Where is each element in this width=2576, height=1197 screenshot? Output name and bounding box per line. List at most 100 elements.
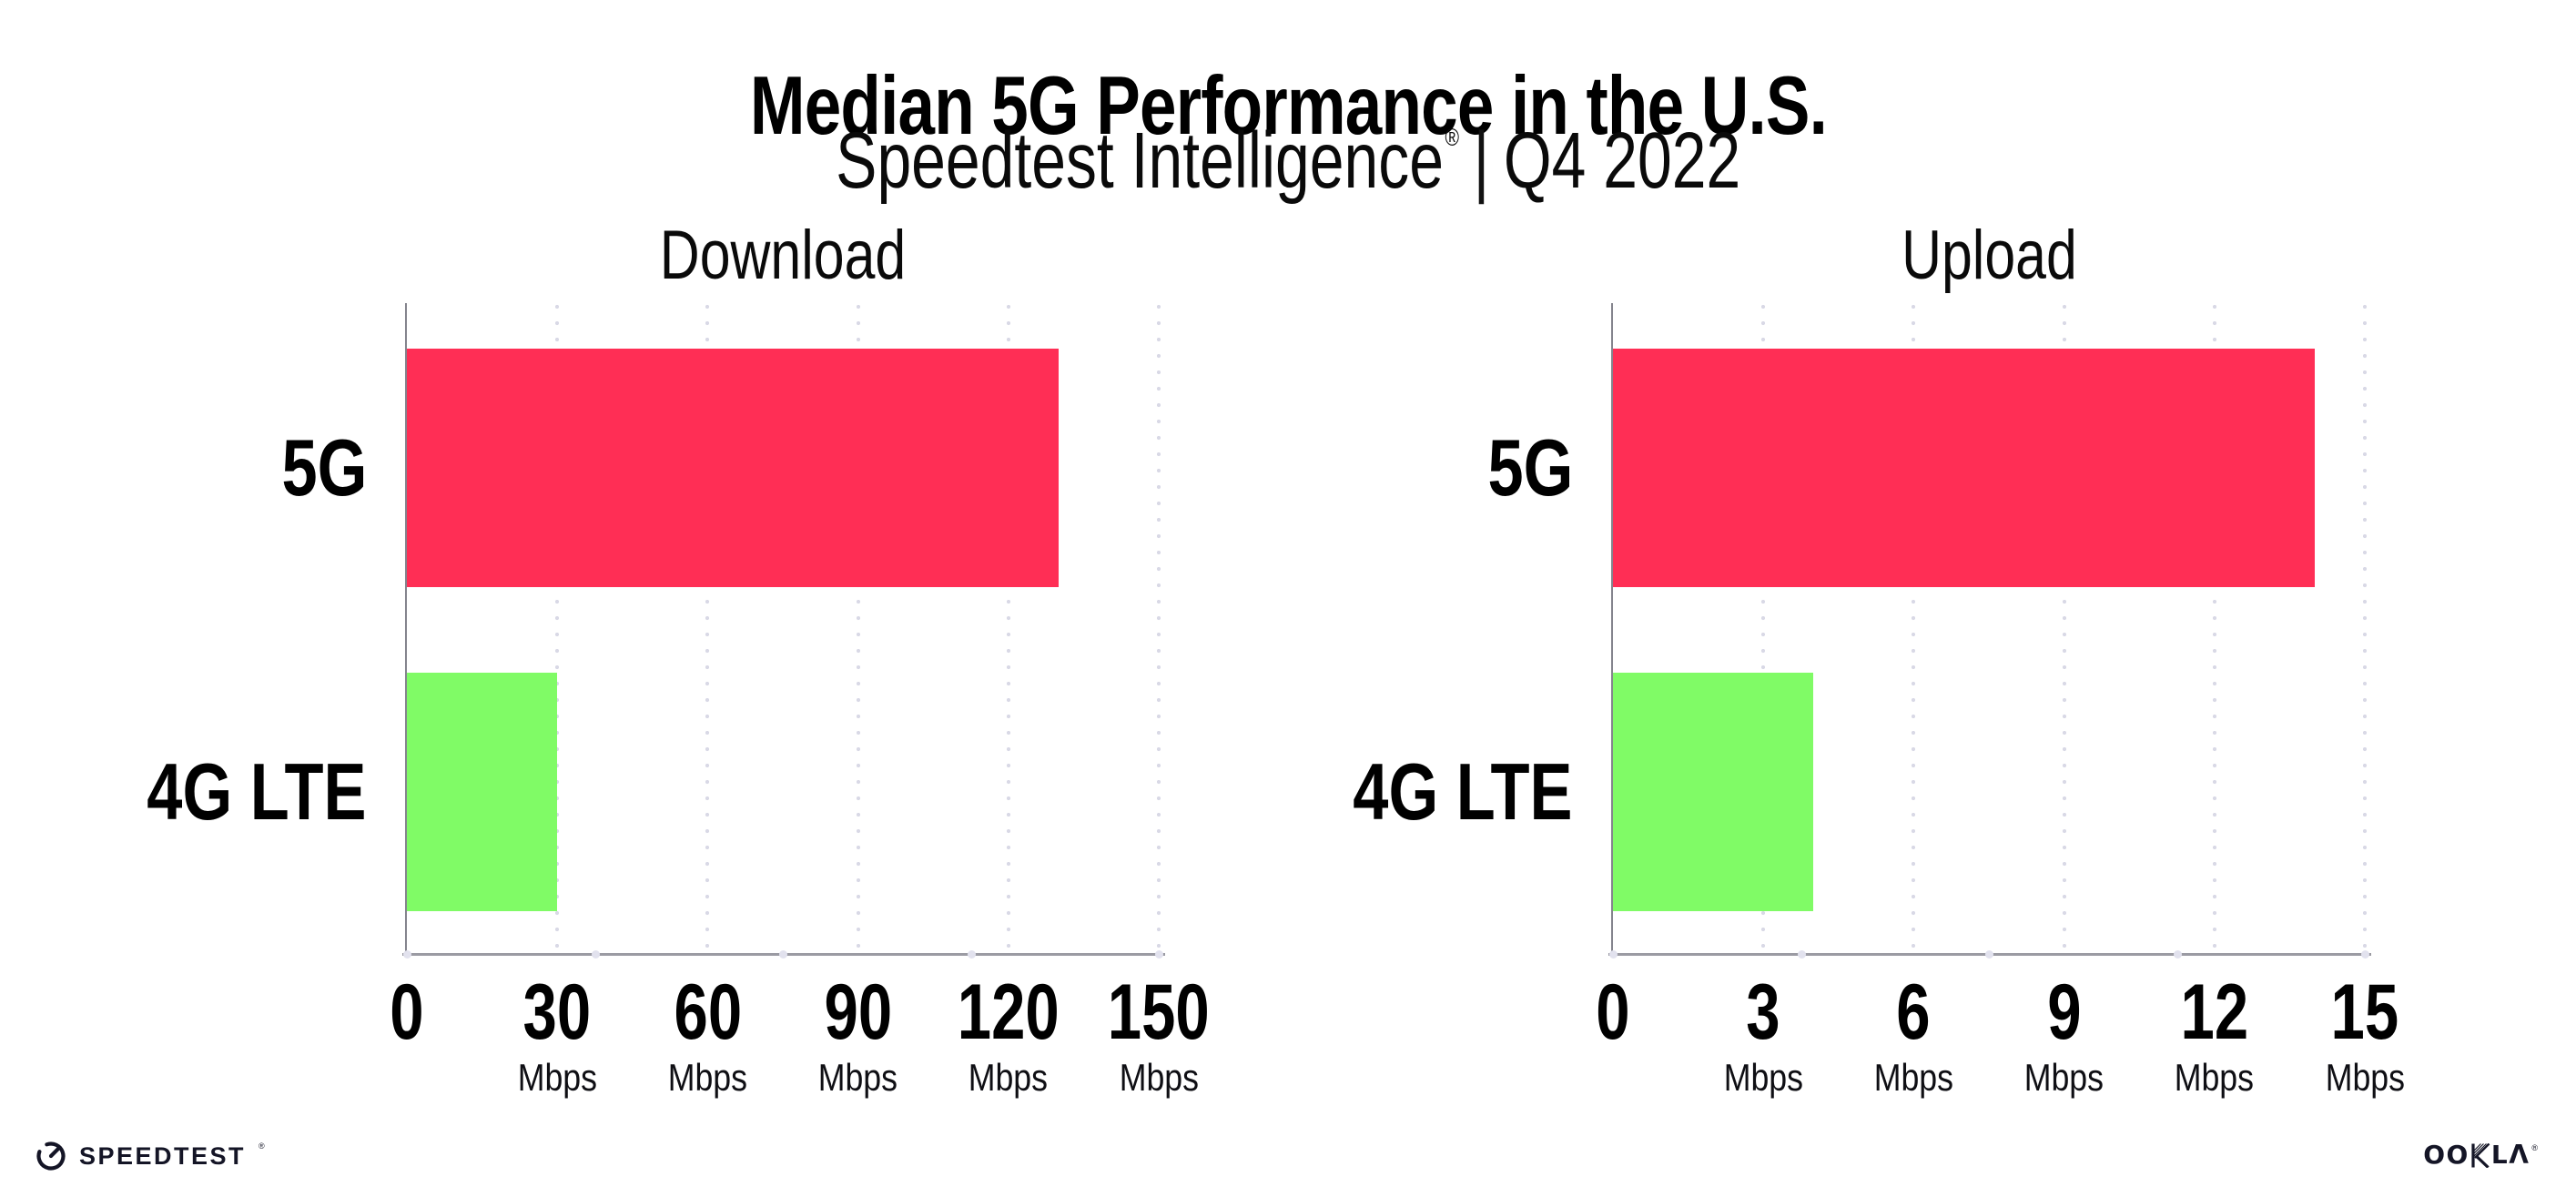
x-tick-label: 0 [1536,969,1690,1056]
category-label-5g: 5G [0,428,367,508]
bar-5g [1613,349,2315,587]
gridline [705,305,710,953]
x-tick: 90 Mbps [781,969,936,1097]
gridline [2212,305,2216,953]
category-label-5g: 5G [1027,428,1573,508]
x-tick-label: 3 [1686,969,1841,1056]
category-label-text: 5G [281,422,367,512]
x-tick-unit: Mbps [480,1059,634,1097]
x-tick-label: 90 [781,969,936,1056]
plot-area: 0 3 Mbps 6 Mbps 9 Mbps 12 Mbps 15 Mbps 5G 4G LTE [1354,303,2405,1097]
category-label-4g-lte: 4G LTE [1027,752,1573,832]
x-tick-unit-text: Mbps [1119,1056,1199,1099]
y-axis-line [1611,303,1613,955]
x-tick-unit: Mbps [1686,1059,1841,1097]
y-axis-line [405,303,407,955]
page-title-text: Median 5G Performance in the U.S. [749,59,1827,152]
x-tick-value: 3 [1746,969,1780,1056]
download-chart-title: Download [407,218,1159,294]
speedtest-gauge-icon [36,1141,66,1171]
registered-mark: ® [1445,124,1459,151]
gridline [2062,305,2066,953]
x-tick-unit: Mbps [1987,1059,2142,1097]
page-subtitle-text: Speedtest Intelligence® | Q4 2022 [836,96,1740,203]
x-tick-unit-text: Mbps [2023,1056,2104,1099]
gridline [856,305,860,953]
x-tick-value: 150 [1108,969,1210,1056]
axis-tick-dot [779,950,787,959]
x-tick-unit: Mbps [931,1059,1086,1097]
speedtest-wordmark: SPEEDTEST [79,1141,247,1170]
category-label-text: 5G [1487,422,1573,512]
x-tick-value: 9 [2046,969,2082,1056]
upload-chart-title: Upload [1613,218,2365,294]
x-tick-unit-text: Mbps [667,1056,748,1099]
x-tick: 120 Mbps [931,969,1086,1097]
x-tick-value: 6 [1896,969,1932,1056]
ookla-registered-mark: ® [2531,1143,2538,1152]
x-tick-unit-text: Mbps [2325,1056,2405,1099]
bar-5g [407,349,1059,587]
x-tick-label: 15 [2287,969,2442,1056]
gridline [1761,305,1766,953]
gridline [1006,305,1010,953]
x-tick-label: 60 [630,969,785,1056]
x-tick-value: 90 [824,969,892,1056]
bar-4g-lte [1613,673,1814,911]
x-tick-label: 150 [1081,969,1236,1056]
x-tick-label: 0 [330,969,484,1056]
page-title: Median 5G Performance in the U.S. [0,63,2576,149]
x-tick: 30 Mbps [480,973,634,1097]
x-tick-value: 120 [957,969,1060,1056]
x-tick-unit-text: Mbps [2175,1056,2255,1099]
subtitle-period: Q4 2022 [1503,117,1741,205]
axis-tick-dot [403,950,411,959]
x-tick-value: 0 [390,969,424,1056]
axis-tick-dot [2173,950,2182,959]
x-tick: 12 Mbps [2137,969,2292,1097]
x-tick-label: 6 [1836,969,1991,1056]
x-tick: 9 Mbps [1987,969,2142,1097]
axis-tick-dot [1797,950,1806,959]
subtitle-separator: | [1473,117,1490,205]
x-tick-unit-text: Mbps [969,1056,1049,1099]
axis-tick-dot [1985,950,1993,959]
x-tick-unit: Mbps [2137,1059,2292,1097]
subtitle-brand: Speedtest Intelligence [835,117,1444,205]
speedtest-logo: SPEEDTEST ® [35,1136,265,1176]
x-tick-unit-text: Mbps [1723,1056,1803,1099]
speedtest-registered-mark: ® [259,1141,265,1151]
download-chart: Download 0 30 Mbps 60 Mbps 90 Mbps 120 Mbps 150 Mb… [147,218,1210,1097]
ookla-k-icon [2471,1142,2490,1168]
x-tick-unit: Mbps [781,1059,936,1097]
axis-tick-dot [967,950,976,959]
x-tick-label: 30 [480,973,634,1051]
x-tick-label: 120 [931,969,1086,1056]
axis-tick-dot [1155,950,1163,959]
ookla-wordmark-oo: OO [2423,1140,2470,1170]
category-label-4g-lte: 4G LTE [0,752,367,832]
x-tick-unit: Mbps [2287,1059,2442,1097]
axis-tick-dot [591,950,600,959]
category-label-text: 4G LTE [147,746,367,837]
bar-4g-lte [407,673,558,911]
gridline [2363,305,2367,953]
upload-chart: Upload 0 3 Mbps 6 Mbps 9 Mbps 12 Mbps 15 Mbps 5G 4G … [1354,218,2405,1097]
x-tick-label: 12 [2137,969,2292,1056]
x-tick: 6 Mbps [1836,969,1991,1097]
x-tick-unit: Mbps [630,1059,785,1097]
x-tick-value: 15 [2330,969,2399,1056]
x-tick-value: 12 [2180,969,2249,1056]
gridline [1912,305,1916,953]
axis-tick-dot [2361,950,2369,959]
x-tick-value: 0 [1596,969,1630,1056]
x-tick-label: 9 [1987,969,2142,1056]
gridline [1157,305,1161,953]
x-tick-unit: Mbps [1081,1059,1236,1097]
upload-chart-title-text: Upload [1901,217,2077,294]
x-tick: 0 [1536,969,1690,1056]
x-tick-value: 60 [674,969,742,1056]
x-tick-unit-text: Mbps [817,1056,898,1099]
